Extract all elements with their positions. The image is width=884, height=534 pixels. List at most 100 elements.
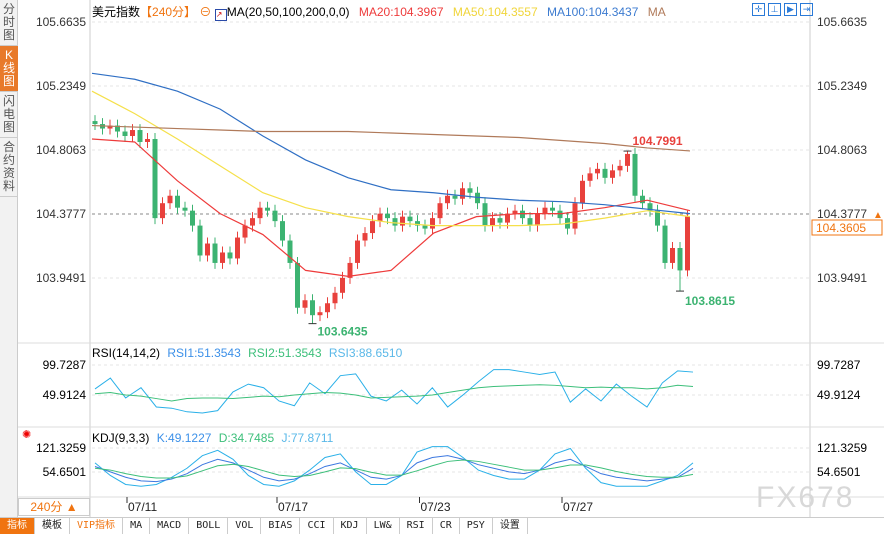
candle (610, 170, 615, 178)
candle (287, 240, 293, 263)
step-icon[interactable]: ▶ (784, 3, 797, 16)
latest-icon[interactable]: ⇥ (800, 3, 813, 16)
y-tick-label-right: 104.8063 (817, 143, 867, 157)
toolbar-item-14[interactable]: 设置 (493, 518, 528, 534)
toolbar-item-7[interactable]: BIAS (261, 518, 301, 534)
candle (317, 312, 323, 316)
low-price-label: 103.8615 (685, 294, 735, 308)
candle (205, 243, 210, 256)
ma200-line (91, 124, 691, 152)
candle (145, 138, 150, 142)
candle (595, 168, 600, 174)
period-label[interactable]: 【240分】 (140, 5, 197, 19)
candle (295, 262, 300, 308)
candle (92, 121, 98, 125)
toolbar-item-8[interactable]: CCI (300, 518, 334, 534)
candle (377, 213, 383, 222)
candle (160, 203, 165, 219)
chart-canvas[interactable]: 105.6635 105.6635 105.2349 105.2349 104.8063… (0, 0, 884, 517)
candle (482, 203, 488, 226)
candle (475, 192, 480, 204)
candle (370, 221, 375, 234)
rsi-y-tick-right: 49.9124 (817, 388, 861, 402)
candle (115, 125, 120, 132)
y-tick-label-right: 105.2349 (817, 79, 867, 93)
toolbar-item-10[interactable]: LW& (367, 518, 400, 534)
candle (445, 195, 450, 204)
candle (190, 210, 195, 226)
crosshair-icon[interactable]: ✛ (752, 3, 765, 16)
candle (265, 207, 270, 211)
toolbar-item-1[interactable]: 模板 (35, 518, 70, 534)
toolbar-item-2[interactable]: VIP指标 (70, 518, 124, 534)
rsi-y-tick-right: 99.7287 (817, 358, 861, 372)
candle (617, 165, 623, 171)
candle (580, 180, 585, 204)
y-tick-label: 104.8063 (36, 143, 86, 157)
toolbar-item-3[interactable]: MA (123, 518, 151, 534)
ma200-value: MA (647, 5, 666, 19)
candle (557, 210, 563, 219)
candle (407, 216, 413, 222)
price-arrow-icon: ▲ (873, 210, 883, 221)
kdj-y-tick: 121.3259 (36, 441, 86, 455)
kdj-y-tick: 54.6501 (43, 465, 87, 479)
candle (182, 207, 188, 211)
kdj-header: KDJ(9,3,3) K:49.1227 D:34.7485 J:77.8711 (92, 431, 333, 445)
candle (625, 153, 630, 166)
candle (497, 218, 503, 223)
candle (490, 218, 495, 226)
toolbar-item-0[interactable]: 指标 (0, 518, 35, 534)
toolbar-item-13[interactable]: PSY (460, 518, 493, 534)
chart-header: 美元指数【240分】 ⊖ ↗ MA(20,50,100,200,0,0) MA20… (92, 3, 666, 21)
candle (175, 195, 180, 208)
candle (437, 203, 443, 219)
range-icon[interactable]: ⊥ (768, 3, 781, 16)
candle (272, 210, 278, 222)
toolbar-item-4[interactable]: MACD (150, 518, 190, 534)
low-price-label: 103.6435 (318, 325, 368, 339)
toolbar-item-6[interactable]: VOL (228, 518, 262, 534)
candle (527, 218, 533, 226)
y-tick-label: 104.3777 (36, 207, 86, 221)
y-tick-label: 103.9491 (36, 271, 86, 285)
j-value: J:77.8711 (281, 431, 334, 445)
candle (167, 195, 173, 204)
candle (467, 188, 473, 193)
kdj-j-line (94, 446, 694, 487)
zoom-out-icon[interactable]: ⊖ (199, 5, 212, 19)
tab-kline[interactable]: K线图 (0, 46, 18, 92)
kdj-title: KDJ(9,3,3) (92, 431, 150, 445)
candle (212, 243, 218, 263)
tab-time-chart[interactable]: 分时图 (0, 0, 18, 46)
period-selector[interactable]: 240分 ▲ (18, 498, 90, 516)
chart-tools: ✛ ⊥ ▶ ⇥ (752, 3, 813, 16)
y-tick-label-right: 105.6635 (817, 15, 867, 29)
x-tick-label: 07/11 (128, 500, 157, 514)
candle (362, 233, 368, 241)
rsi-title: RSI(14,14,2) (92, 346, 161, 360)
candle (505, 213, 510, 223)
toolbar-item-11[interactable]: RSI (400, 518, 433, 534)
rsi-header: RSI(14,14,2) RSI1:51.3543 RSI2:51.3543 R… (92, 346, 402, 360)
rsi-y-tick: 99.7287 (43, 358, 87, 372)
candle (332, 292, 338, 304)
candle (550, 207, 555, 211)
candle (460, 188, 465, 199)
toolbar-item-5[interactable]: BOLL (189, 518, 229, 534)
candle (512, 210, 518, 214)
ma20-line (91, 138, 691, 277)
ma-params: MA(20,50,100,200,0,0) (226, 5, 350, 19)
settings-sun-icon[interactable]: ✺ (22, 429, 32, 441)
candle (662, 225, 668, 263)
x-tick-label: 07/17 (278, 500, 308, 514)
candle (355, 240, 360, 263)
toolbar-item-12[interactable]: CR (433, 518, 460, 534)
tab-flash-chart[interactable]: 闪电图 (0, 92, 18, 138)
toolbar-item-9[interactable]: KDJ (334, 518, 367, 534)
tab-contract-info[interactable]: 合约资料 (0, 138, 18, 197)
ma-settings-icon[interactable]: ↗ (214, 9, 227, 21)
kdj-y-tick-right: 121.3259 (817, 441, 867, 455)
y-tick-label-right: 104.3777 (817, 207, 867, 221)
sidebar: 分时图 K线图 闪电图 合约资料 (0, 0, 18, 517)
